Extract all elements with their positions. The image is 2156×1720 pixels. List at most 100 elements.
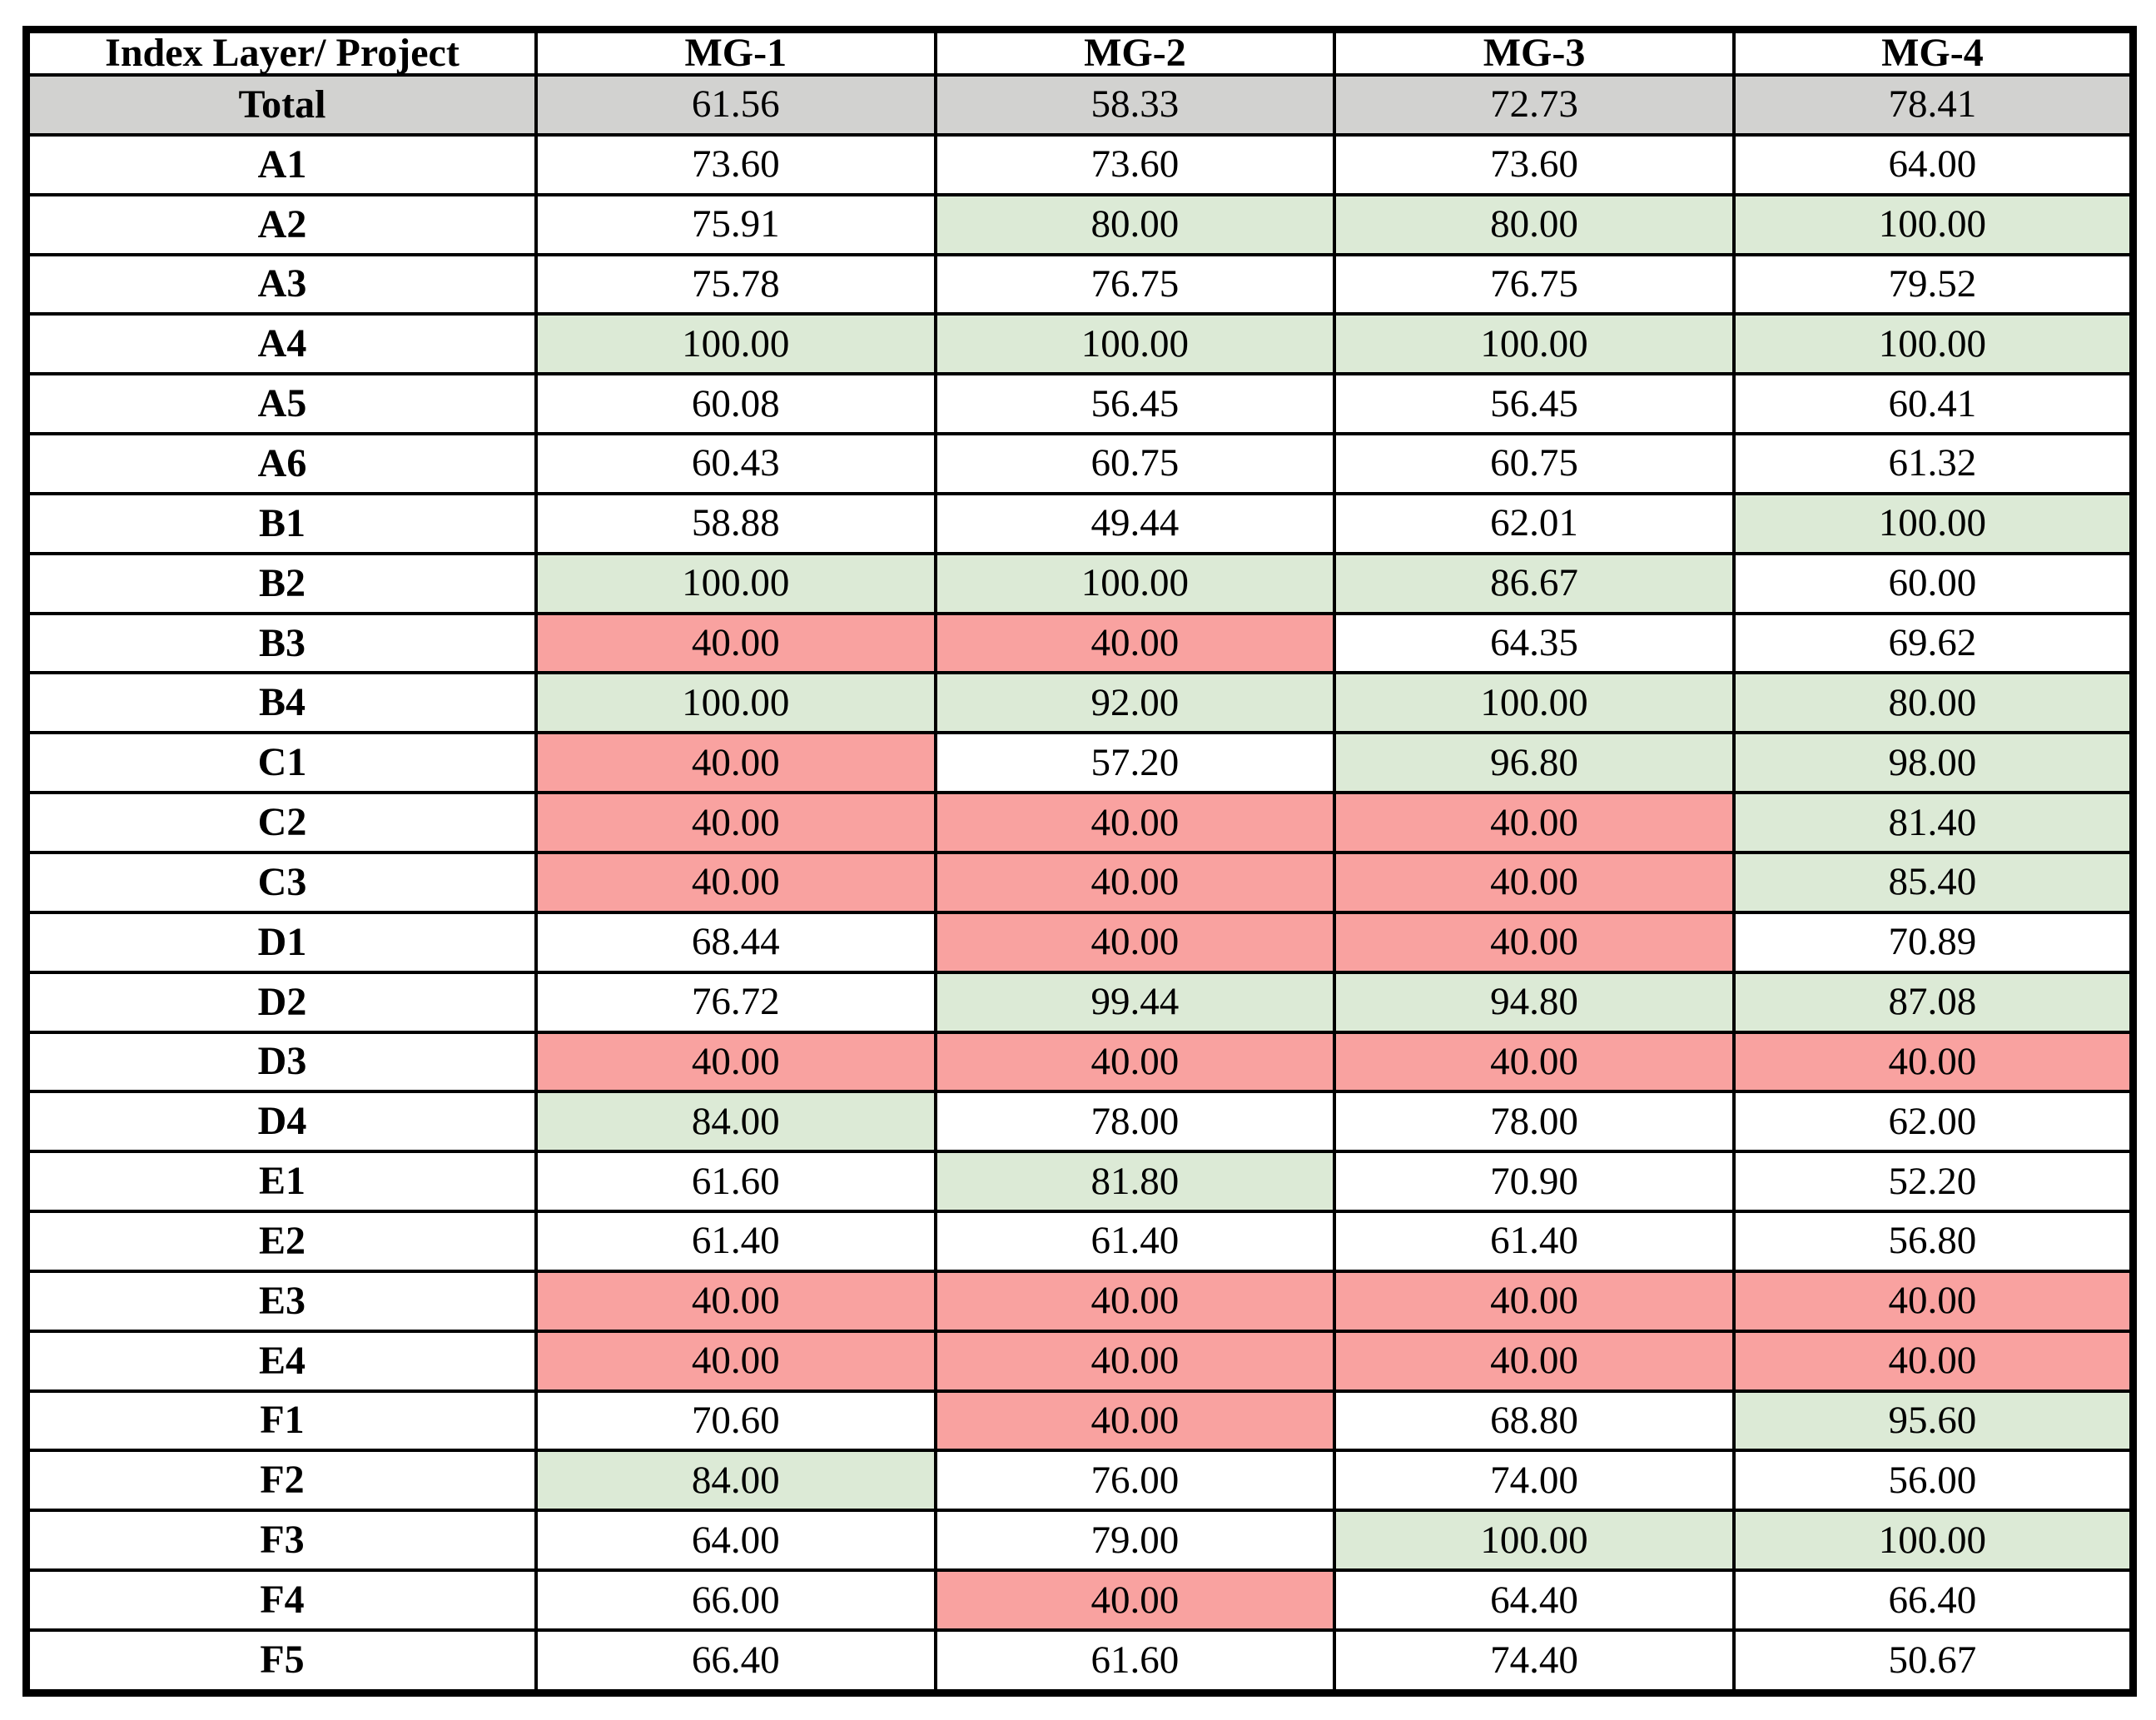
value-cell: 84.00 <box>534 1449 937 1513</box>
value-cell: 75.78 <box>534 252 937 316</box>
row-label-cell: Total <box>24 73 538 137</box>
value-cell: 40.00 <box>1731 1030 2135 1094</box>
table-row-e3: E3 40.00 40.00 40.00 40.00 <box>24 1269 2135 1333</box>
row-label-cell: E1 <box>24 1150 538 1214</box>
value-cell: 60.43 <box>534 432 937 495</box>
row-label-cell: F5 <box>24 1628 538 1695</box>
table-row-d4: D4 84.00 78.00 78.00 62.00 <box>24 1090 2135 1154</box>
value-cell: 81.40 <box>1731 791 2135 854</box>
value-cell: 100.00 <box>1333 671 1736 735</box>
value-cell: 100.00 <box>1333 312 1736 376</box>
table-row-e1: E1 61.60 81.80 70.90 52.20 <box>24 1150 2135 1214</box>
value-cell: 40.00 <box>1333 850 1736 914</box>
row-label-cell: F2 <box>24 1449 538 1513</box>
row-label-cell: C2 <box>24 791 538 854</box>
value-cell: 100.00 <box>534 671 937 735</box>
value-cell: 78.41 <box>1731 73 2135 137</box>
value-cell: 81.80 <box>933 1150 1337 1214</box>
value-cell: 80.00 <box>1333 192 1736 256</box>
value-cell: 66.00 <box>534 1568 937 1632</box>
value-cell: 80.00 <box>1731 671 2135 735</box>
table-row-a6: A6 60.43 60.75 60.75 61.32 <box>24 432 2135 495</box>
row-label-cell: E3 <box>24 1269 538 1333</box>
value-cell: 64.00 <box>534 1509 937 1573</box>
value-cell: 40.00 <box>1333 791 1736 854</box>
table-row-b4: B4 100.00 92.00 100.00 80.00 <box>24 671 2135 735</box>
table-row-c2: C2 40.00 40.00 40.00 81.40 <box>24 791 2135 854</box>
value-cell: 40.00 <box>933 1269 1337 1333</box>
value-cell: 40.00 <box>1333 1329 1736 1393</box>
row-label-cell: E2 <box>24 1210 538 1273</box>
value-cell: 40.00 <box>933 910 1337 974</box>
value-cell: 76.75 <box>1333 252 1736 316</box>
column-header-mg-1: MG-1 <box>534 27 937 77</box>
value-cell: 76.75 <box>933 252 1337 316</box>
row-label-cell: B1 <box>24 491 538 555</box>
value-cell: 100.00 <box>1333 1509 1736 1573</box>
value-cell: 70.90 <box>1333 1150 1736 1214</box>
value-cell: 75.91 <box>534 192 937 256</box>
value-cell: 56.00 <box>1731 1449 2135 1513</box>
table-row-a4: A4 100.00 100.00 100.00 100.00 <box>24 312 2135 376</box>
value-cell: 84.00 <box>534 1090 937 1154</box>
value-cell: 74.00 <box>1333 1449 1736 1513</box>
value-cell: 64.00 <box>1731 132 2135 196</box>
value-cell: 76.72 <box>534 970 937 1034</box>
value-cell: 94.80 <box>1333 970 1736 1034</box>
value-cell: 61.60 <box>534 1150 937 1214</box>
value-cell: 40.00 <box>933 1329 1337 1393</box>
value-cell: 40.00 <box>534 1329 937 1393</box>
value-cell: 61.40 <box>1333 1210 1736 1273</box>
value-cell: 70.60 <box>534 1389 937 1453</box>
table-row-b2: B2 100.00 100.00 86.67 60.00 <box>24 551 2135 615</box>
column-header-mg-3: MG-3 <box>1333 27 1736 77</box>
value-cell: 40.00 <box>534 1269 937 1333</box>
value-cell: 58.88 <box>534 491 937 555</box>
value-cell: 61.60 <box>933 1628 1337 1695</box>
value-cell: 79.52 <box>1731 252 2135 316</box>
value-cell: 40.00 <box>1333 1269 1736 1333</box>
value-cell: 66.40 <box>1731 1568 2135 1632</box>
table-row-d1: D1 68.44 40.00 40.00 70.89 <box>24 910 2135 974</box>
value-cell: 100.00 <box>534 312 937 376</box>
column-header-mg-2: MG-2 <box>933 27 1337 77</box>
table-row-e4: E4 40.00 40.00 40.00 40.00 <box>24 1329 2135 1393</box>
value-cell: 40.00 <box>933 850 1337 914</box>
table-row-d2: D2 76.72 99.44 94.80 87.08 <box>24 970 2135 1034</box>
value-cell: 95.60 <box>1731 1389 2135 1453</box>
table-row-f4: F4 66.00 40.00 64.40 66.40 <box>24 1568 2135 1632</box>
value-cell: 100.00 <box>534 551 937 615</box>
value-cell: 100.00 <box>1731 312 2135 376</box>
table-row-total: Total 61.56 58.33 72.73 78.41 <box>24 73 2135 137</box>
value-cell: 100.00 <box>1731 1509 2135 1573</box>
row-label-cell: A2 <box>24 192 538 256</box>
row-label-cell: D2 <box>24 970 538 1034</box>
value-cell: 40.00 <box>933 791 1337 854</box>
row-label-cell: C3 <box>24 850 538 914</box>
row-label-cell: A6 <box>24 432 538 495</box>
row-label-cell: B3 <box>24 611 538 675</box>
row-label-cell: A3 <box>24 252 538 316</box>
value-cell: 86.67 <box>1333 551 1736 615</box>
value-cell: 40.00 <box>1731 1269 2135 1333</box>
value-cell: 64.35 <box>1333 611 1736 675</box>
value-cell: 60.00 <box>1731 551 2135 615</box>
value-cell: 56.80 <box>1731 1210 2135 1273</box>
table-row-f3: F3 64.00 79.00 100.00 100.00 <box>24 1509 2135 1573</box>
value-cell: 56.45 <box>933 372 1337 436</box>
value-cell: 66.40 <box>534 1628 937 1695</box>
value-cell: 40.00 <box>1731 1329 2135 1393</box>
header-row: Index Layer/ Project MG-1 MG-2 MG-3 MG-4 <box>24 27 2135 77</box>
value-cell: 73.60 <box>534 132 937 196</box>
value-cell: 52.20 <box>1731 1150 2135 1214</box>
value-cell: 60.75 <box>1333 432 1736 495</box>
value-cell: 58.33 <box>933 73 1337 137</box>
table-row-a2: A2 75.91 80.00 80.00 100.00 <box>24 192 2135 256</box>
value-cell: 40.00 <box>1333 910 1736 974</box>
row-label-cell: D4 <box>24 1090 538 1154</box>
value-cell: 73.60 <box>933 132 1337 196</box>
value-cell: 78.00 <box>933 1090 1337 1154</box>
value-cell: 74.40 <box>1333 1628 1736 1695</box>
table-row-d3: D3 40.00 40.00 40.00 40.00 <box>24 1030 2135 1094</box>
value-cell: 56.45 <box>1333 372 1736 436</box>
